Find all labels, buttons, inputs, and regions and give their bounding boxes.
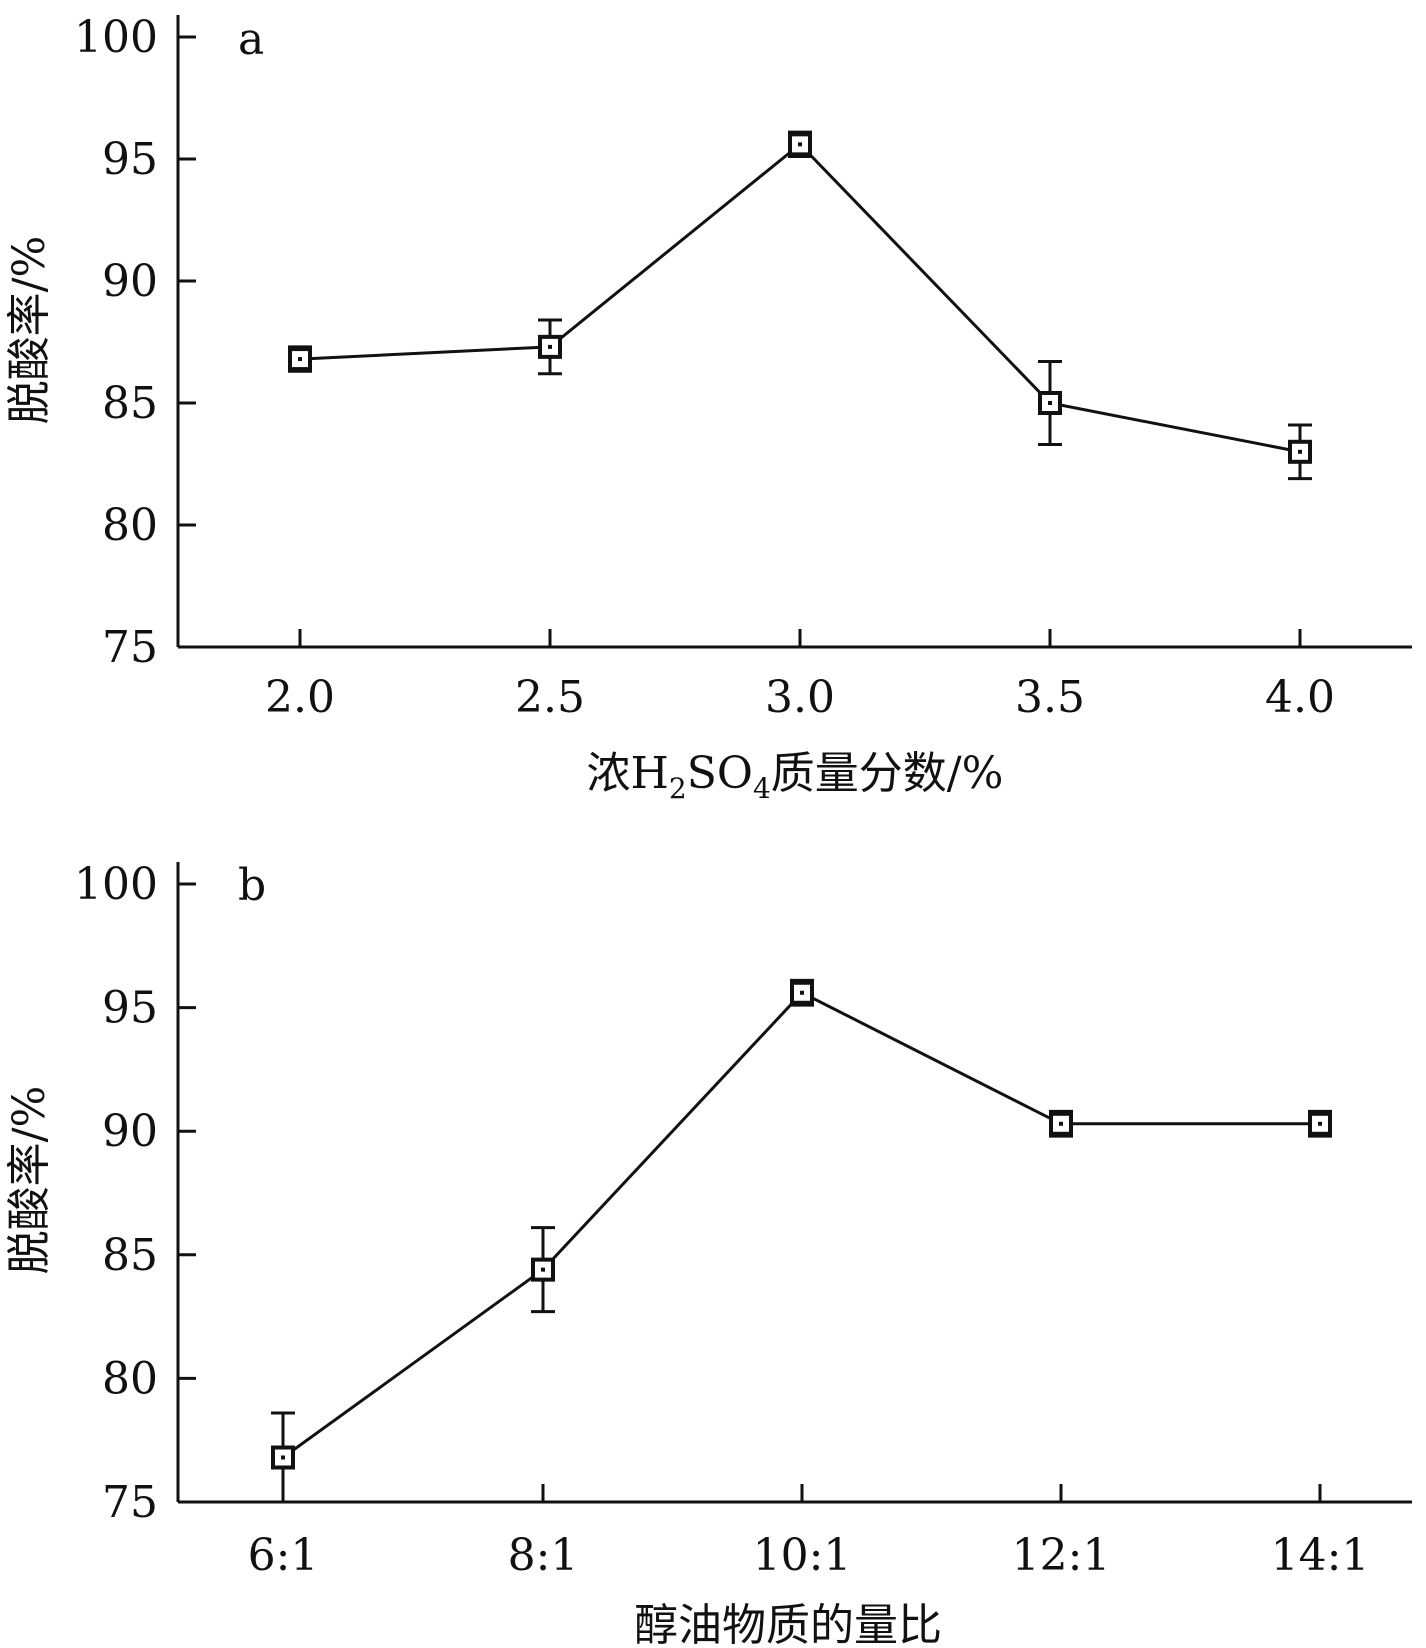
data-point-center-a-2 — [798, 142, 802, 147]
y-tick-label-a-2: 85 — [102, 378, 158, 429]
x-tick-label-a-2: 3.0 — [765, 672, 835, 723]
x-ticks-b: 6:1 8:1 10:1 12:1 14:1 — [248, 1484, 1370, 1581]
series-b — [271, 978, 1332, 1504]
y-ticks-a: 75 80 85 90 95 100 — [74, 12, 196, 673]
x-tick-label-b-2: 10:1 — [753, 1530, 852, 1581]
x-tick-label-a-0: 2.0 — [265, 672, 335, 723]
y-tick-label-a-4: 95 — [102, 134, 158, 185]
data-point-center-b-2 — [800, 990, 804, 995]
series-a — [288, 130, 1312, 481]
y-ticks-b: 75 80 85 90 95 100 — [74, 859, 196, 1528]
x-tick-label-b-3: 12:1 — [1012, 1530, 1111, 1581]
y-tick-label-b-3: 90 — [102, 1106, 158, 1157]
y-tick-label-b-2: 85 — [102, 1230, 158, 1281]
y-tick-label-b-4: 95 — [102, 983, 158, 1034]
data-point-center-a-3 — [1048, 401, 1052, 405]
x-tick-label-b-1: 8:1 — [508, 1530, 579, 1581]
data-point-center-a-4 — [1298, 449, 1302, 454]
series-line-a — [299, 142, 1301, 454]
x-tick-label-b-0: 6:1 — [248, 1530, 319, 1581]
y-axis-title-b: 脱酸率/% — [4, 1086, 55, 1275]
y-tick-label-b-5: 100 — [74, 859, 158, 910]
data-point-center-a-1 — [548, 344, 552, 349]
y-tick-label-a-1: 80 — [102, 500, 158, 551]
y-tick-label-a-0: 75 — [102, 622, 158, 673]
y-tick-label-b-1: 80 — [102, 1353, 158, 1404]
y-axis-title-a: 脱酸率/% — [4, 236, 55, 425]
x-tick-label-b-4: 14:1 — [1271, 1530, 1370, 1581]
y-tick-label-a-3: 90 — [102, 256, 158, 307]
data-point-center-b-0 — [281, 1455, 285, 1460]
x-axis-title-b: 醇油物质的量比 — [634, 1600, 942, 1648]
x-axis-title-a: 浓H2SO4质量分数/% — [587, 748, 1004, 805]
x-tick-label-a-1: 2.5 — [515, 672, 585, 723]
x-tick-label-a-4: 4.0 — [1265, 672, 1335, 723]
panel-tag-a: a — [238, 14, 264, 65]
x-tick-label-a-3: 3.5 — [1015, 672, 1085, 723]
chart-panel-a: a 75 80 85 90 95 100 2.0 2.5 3.0 3.5 4.0 浓H2SO4质量… — [4, 12, 1412, 805]
panel-tag-b: b — [238, 860, 266, 911]
y-tick-label-b-0: 75 — [102, 1477, 158, 1528]
data-point-center-b-4 — [1318, 1121, 1322, 1126]
chart-panel-b: b 75 80 85 90 95 100 6:1 8:1 10:1 12:1 14:1 醇油物质的… — [4, 859, 1412, 1648]
x-ticks-a: 2.0 2.5 3.0 3.5 4.0 — [265, 629, 1335, 723]
data-point-center-b-3 — [1059, 1121, 1063, 1126]
data-point-center-a-0 — [298, 357, 302, 362]
data-point-center-b-1 — [541, 1267, 545, 1272]
series-line-b — [282, 990, 1320, 1459]
y-tick-label-a-5: 100 — [74, 12, 158, 63]
